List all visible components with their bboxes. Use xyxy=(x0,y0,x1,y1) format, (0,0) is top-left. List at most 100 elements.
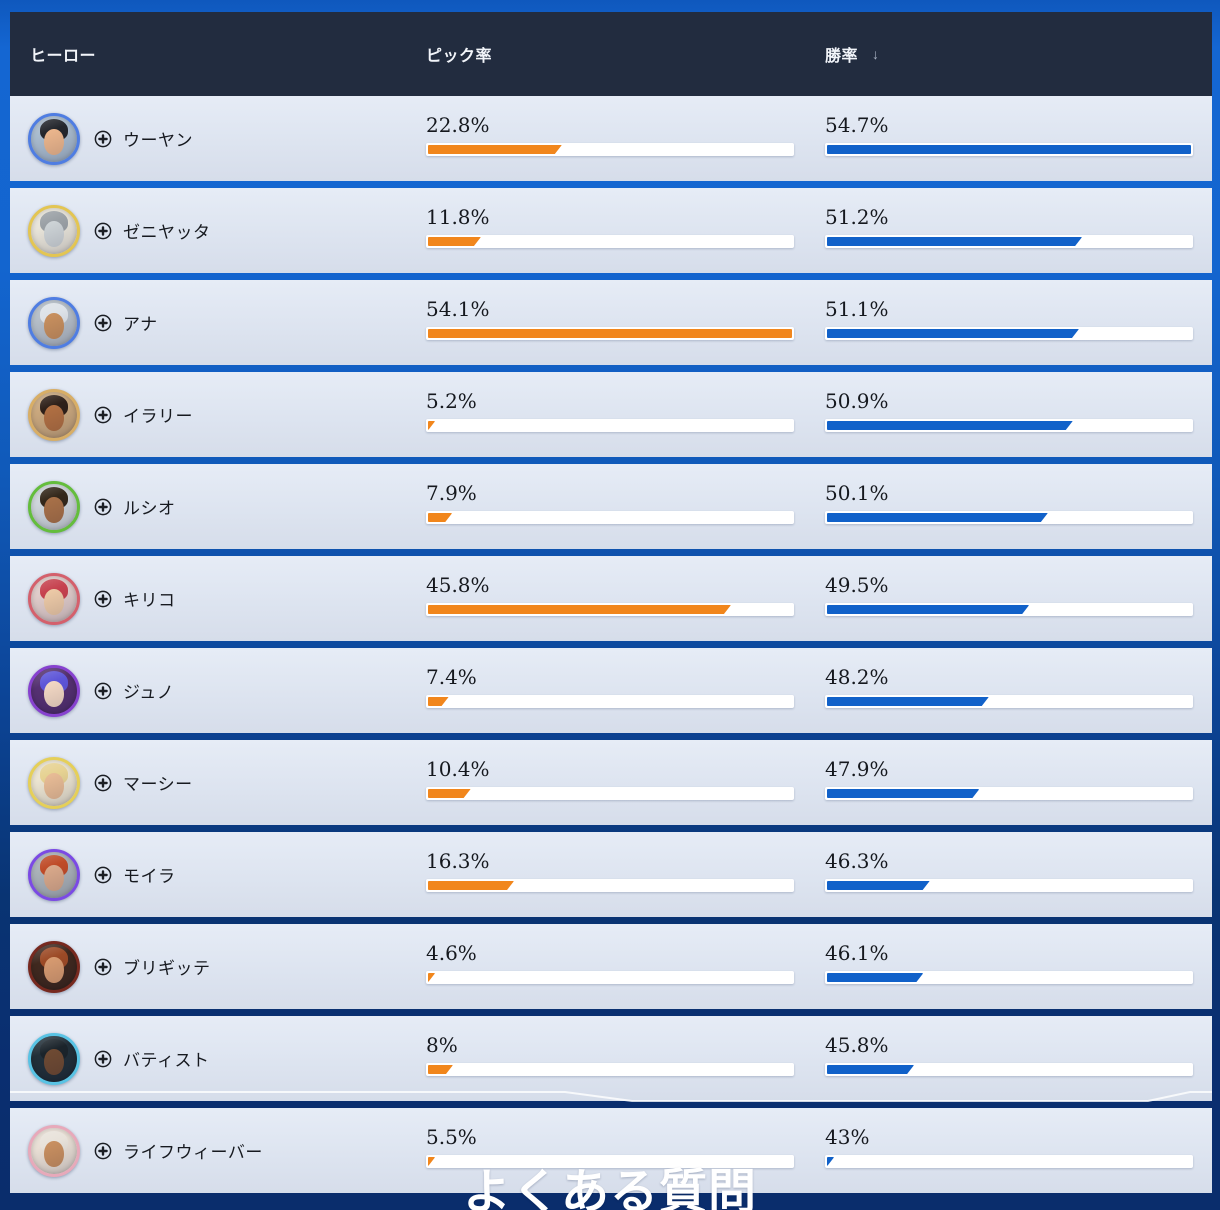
column-header-hero[interactable]: ヒーロー xyxy=(30,48,97,65)
expand-plus-icon[interactable] xyxy=(94,774,112,792)
win-rate-bar-track xyxy=(825,1063,1193,1076)
expand-plus-icon[interactable] xyxy=(94,130,112,148)
hero-name: マーシー xyxy=(123,775,193,794)
pick-rate-bar-track xyxy=(426,511,794,524)
win-rate-bar-track xyxy=(825,1155,1193,1168)
hero-avatar xyxy=(28,112,80,165)
avatar-shade xyxy=(31,483,77,530)
win-rate-bar-track xyxy=(825,235,1193,248)
pick-rate-bar-track xyxy=(426,143,794,156)
win-rate-value: 45.8% xyxy=(825,1033,889,1057)
hero-avatar xyxy=(28,1124,80,1177)
hero-name: ウーヤン xyxy=(123,131,193,150)
win-rate-bar-fill xyxy=(827,237,1082,246)
faq-heading: よくある質問 xyxy=(462,1166,757,1210)
expand-plus-icon[interactable] xyxy=(94,682,112,700)
win-rate-bar-track xyxy=(825,695,1193,708)
hero-cell: バティスト xyxy=(10,1016,426,1101)
hero-avatar xyxy=(28,848,80,901)
hero-avatar xyxy=(28,388,80,441)
hero-avatar xyxy=(28,480,80,533)
avatar-shade xyxy=(31,575,77,622)
avatar-shade xyxy=(31,1035,77,1082)
win-rate-value: 43% xyxy=(825,1125,870,1149)
win-rate-bar-track xyxy=(825,143,1193,156)
hero-avatar xyxy=(28,940,80,993)
expand-plus-icon[interactable] xyxy=(94,958,112,976)
win-rate-bar-fill xyxy=(827,1065,914,1074)
win-rate-bar-fill xyxy=(827,697,989,706)
win-rate-value: 47.9% xyxy=(825,757,889,781)
hero-name: ルシオ xyxy=(123,499,176,518)
pick-rate-bar-fill xyxy=(428,1065,453,1074)
win-rate-cell: 50.1% xyxy=(825,464,1212,549)
win-rate-value: 50.9% xyxy=(825,389,889,413)
pick-rate-value: 10.4% xyxy=(426,757,490,781)
hero-name: ジュノ xyxy=(123,683,175,702)
win-rate-bar-track xyxy=(825,787,1193,800)
table-row[interactable]: アナ 54.1% 51.1% xyxy=(10,280,1212,365)
pick-rate-value: 4.6% xyxy=(426,941,477,965)
table-row[interactable]: ジュノ 7.4% 48.2% xyxy=(10,648,1212,733)
hero-avatar xyxy=(28,756,80,809)
pick-rate-bar-fill xyxy=(428,881,514,890)
hero-avatar xyxy=(28,1032,80,1085)
hero-cell: ライフウィーバー xyxy=(10,1108,426,1193)
table-row[interactable]: キリコ 45.8% 49.5% xyxy=(10,556,1212,641)
pick-rate-bar-fill xyxy=(428,1157,435,1166)
table-row[interactable]: マーシー 10.4% 47.9% xyxy=(10,740,1212,825)
hero-cell: キリコ xyxy=(10,556,426,641)
hero-name: ライフウィーバー xyxy=(123,1143,263,1162)
table-row[interactable]: ライフウィーバー 5.5% 43% xyxy=(10,1108,1212,1193)
table-row[interactable]: モイラ 16.3% 46.3% xyxy=(10,832,1212,917)
pick-rate-bar-fill xyxy=(428,973,435,982)
pick-rate-cell: 7.4% xyxy=(426,648,825,733)
avatar-face xyxy=(44,1048,64,1075)
pick-rate-value: 7.4% xyxy=(426,665,477,689)
pick-rate-bar-fill xyxy=(428,605,731,614)
win-rate-bar-track xyxy=(825,419,1193,432)
table-row[interactable]: ゼニヤッタ 11.8% 51.2% xyxy=(10,188,1212,273)
table-row[interactable]: イラリー 5.2% 50.9% xyxy=(10,372,1212,457)
hero-cell: イラリー xyxy=(10,372,426,457)
pick-rate-value: 11.8% xyxy=(426,205,490,229)
win-rate-value: 54.7% xyxy=(825,113,889,137)
win-rate-cell: 46.1% xyxy=(825,924,1212,1009)
win-rate-value: 50.1% xyxy=(825,481,889,505)
column-header-win-rate[interactable]: 勝率 xyxy=(825,48,859,65)
hero-name: ブリギッテ xyxy=(123,959,211,978)
hero-cell: モイラ xyxy=(10,832,426,917)
expand-plus-icon[interactable] xyxy=(94,314,112,332)
table-row[interactable]: ブリギッテ 4.6% 46.1% xyxy=(10,924,1212,1009)
expand-plus-icon[interactable] xyxy=(94,498,112,516)
table-row[interactable]: ウーヤン 22.8% 54.7% xyxy=(10,96,1212,181)
expand-plus-icon[interactable] xyxy=(94,1142,112,1160)
win-rate-bar-fill xyxy=(827,973,923,982)
win-rate-bar-fill xyxy=(827,421,1073,430)
expand-plus-icon[interactable] xyxy=(94,1050,112,1068)
column-header-pick-rate[interactable]: ピック率 xyxy=(426,48,493,65)
expand-plus-icon[interactable] xyxy=(94,866,112,884)
win-rate-cell: 48.2% xyxy=(825,648,1212,733)
expand-plus-icon[interactable] xyxy=(94,222,112,240)
expand-plus-icon[interactable] xyxy=(94,406,112,424)
hero-name: バティスト xyxy=(123,1051,210,1070)
pick-rate-value: 5.5% xyxy=(426,1125,477,1149)
hero-cell: ブリギッテ xyxy=(10,924,426,1009)
table-row[interactable]: ルシオ 7.9% 50.1% xyxy=(10,464,1212,549)
pick-rate-bar-track xyxy=(426,235,794,248)
table-row[interactable]: バティスト 8% 45.8% xyxy=(10,1016,1212,1102)
avatar-face xyxy=(44,404,64,431)
win-rate-bar-fill xyxy=(827,513,1048,522)
pick-rate-bar-track xyxy=(426,1063,794,1076)
avatar-face xyxy=(44,956,64,983)
win-rate-bar-fill xyxy=(827,329,1079,338)
pick-rate-bar-track xyxy=(426,971,794,984)
expand-plus-icon[interactable] xyxy=(94,590,112,608)
avatar-face xyxy=(44,864,64,891)
win-rate-bar-fill xyxy=(827,605,1029,614)
pick-rate-bar-track xyxy=(426,695,794,708)
avatar-face xyxy=(44,588,64,615)
sort-descending-icon[interactable]: ↓ xyxy=(872,46,880,62)
pick-rate-cell: 22.8% xyxy=(426,96,825,181)
